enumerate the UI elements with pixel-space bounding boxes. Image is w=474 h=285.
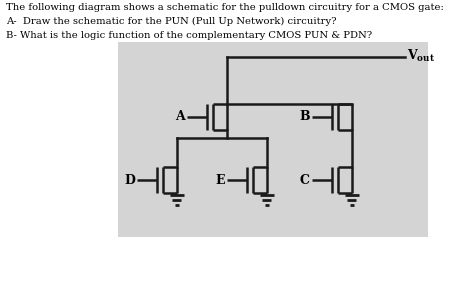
Text: A-  Draw the schematic for the PUN (Pull Up Network) circuitry?: A- Draw the schematic for the PUN (Pull … [6, 17, 337, 26]
Bar [118, 42, 428, 237]
Text: V$_{\mathregular{out}}$: V$_{\mathregular{out}}$ [407, 48, 435, 64]
Text: C: C [300, 174, 310, 186]
Text: B- What is the logic function of the complementary CMOS PUN & PDN?: B- What is the logic function of the com… [6, 31, 372, 40]
Text: B: B [300, 111, 310, 123]
Text: D: D [124, 174, 135, 186]
Text: A: A [175, 111, 185, 123]
Text: E: E [216, 174, 225, 186]
Text: The following diagram shows a schematic for the pulldown circuitry for a CMOS ga: The following diagram shows a schematic … [6, 3, 444, 12]
